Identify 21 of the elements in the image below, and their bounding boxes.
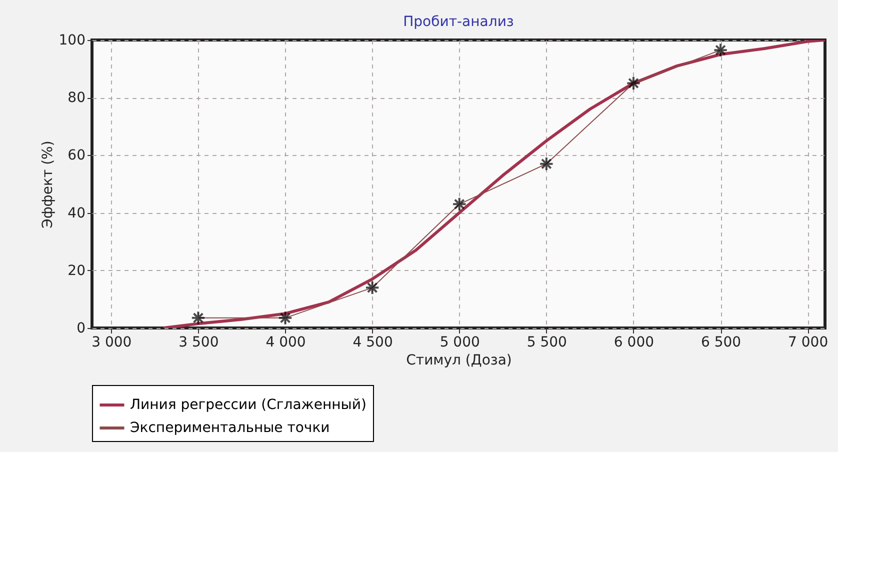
- x-axis-title: Стимул (Доза): [406, 352, 512, 368]
- line-series: [162, 40, 825, 328]
- y-tick-label: 0: [76, 320, 86, 336]
- x-tick-label: 6 000: [614, 334, 654, 350]
- x-tick-label: 5 500: [526, 334, 567, 350]
- chart-title: Пробит-анализ: [403, 14, 514, 30]
- x-tick-label: 3 500: [178, 334, 219, 350]
- legend-label: Линия регрессии (Сглаженный): [130, 397, 366, 413]
- x-tick-label: 3 000: [92, 334, 132, 350]
- x-tick-label: 6 500: [700, 334, 742, 350]
- y-tick-label: 60: [68, 148, 86, 164]
- y-tick-label: 80: [68, 90, 86, 106]
- x-tick-label: 4 500: [352, 334, 393, 350]
- x-tick-label: 5 000: [440, 334, 480, 350]
- y-tick-label: 40: [68, 205, 86, 222]
- legend-label: Экспериментальные точки: [130, 420, 330, 436]
- x-tick-label: 7 000: [788, 334, 828, 350]
- y-tick-label: 100: [58, 32, 86, 48]
- x-tick-label: 4 000: [266, 334, 306, 350]
- y-tick-label: 20: [68, 262, 86, 279]
- y-axis-title: Эффект (%): [40, 140, 56, 228]
